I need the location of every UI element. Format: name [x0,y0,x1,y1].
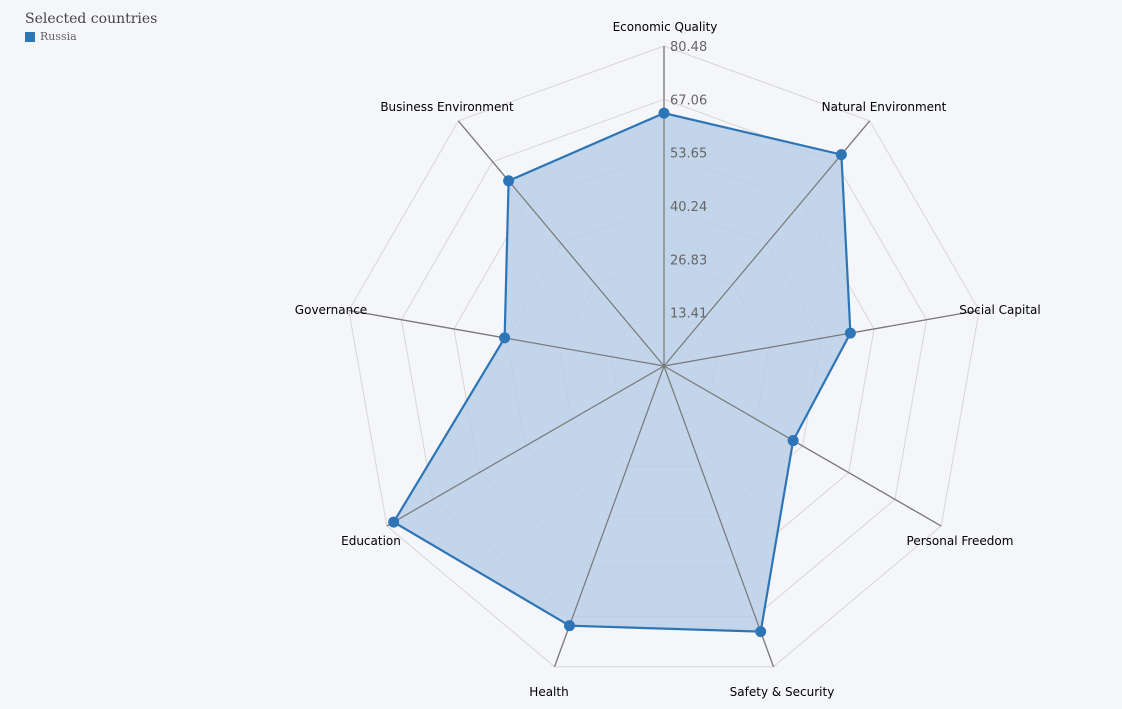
axis-label-6: Education [341,534,401,548]
data-point-3 [787,435,799,447]
series-area-0 [392,111,852,633]
tick-label-3: 53.65 [670,147,707,162]
axis-label-1: Natural Environment [822,100,947,114]
legend-title: Selected countries [25,11,158,27]
tick-label-2: 40.24 [670,200,707,215]
axis-line-over-1 [663,120,871,367]
axis-line-over-4 [663,365,775,667]
legend: Selected countries Russia [25,11,157,43]
axis-label-3: Personal Freedom [907,534,1014,548]
axis-label-5: Health [529,685,568,699]
tick-label-0: 13.41 [670,307,707,322]
axis-line-over-6 [386,365,665,527]
axis-label-0: Economic Quality [613,20,718,34]
tick-label-5: 80.48 [670,40,707,55]
legend-label: Russia [40,30,77,43]
grid-ring-6 [348,45,980,668]
data-point-0 [658,107,670,119]
axis-label-8: Business Environment [380,100,514,114]
legend-swatch [25,31,35,42]
data-point-1 [835,149,847,161]
data-point-4 [755,626,767,638]
axis-label-4: Safety & Security [730,685,835,699]
axis-line-over-5 [553,365,665,667]
axis-line-over-2 [663,309,980,367]
axis-line-over-8 [457,120,665,367]
tick-label-4: 67.06 [670,93,707,108]
tick-label-1: 26.83 [670,253,707,268]
axis-label-7: Governance [295,303,367,317]
axis-label-2: Social Capital [959,303,1040,317]
data-point-7 [499,332,511,344]
data-point-8 [503,175,515,187]
legend-item-russia[interactable]: Russia [25,30,157,43]
data-point-5 [563,620,575,632]
data-point-2 [844,327,856,339]
data-point-6 [388,516,400,528]
axis-line-over-3 [663,365,942,527]
